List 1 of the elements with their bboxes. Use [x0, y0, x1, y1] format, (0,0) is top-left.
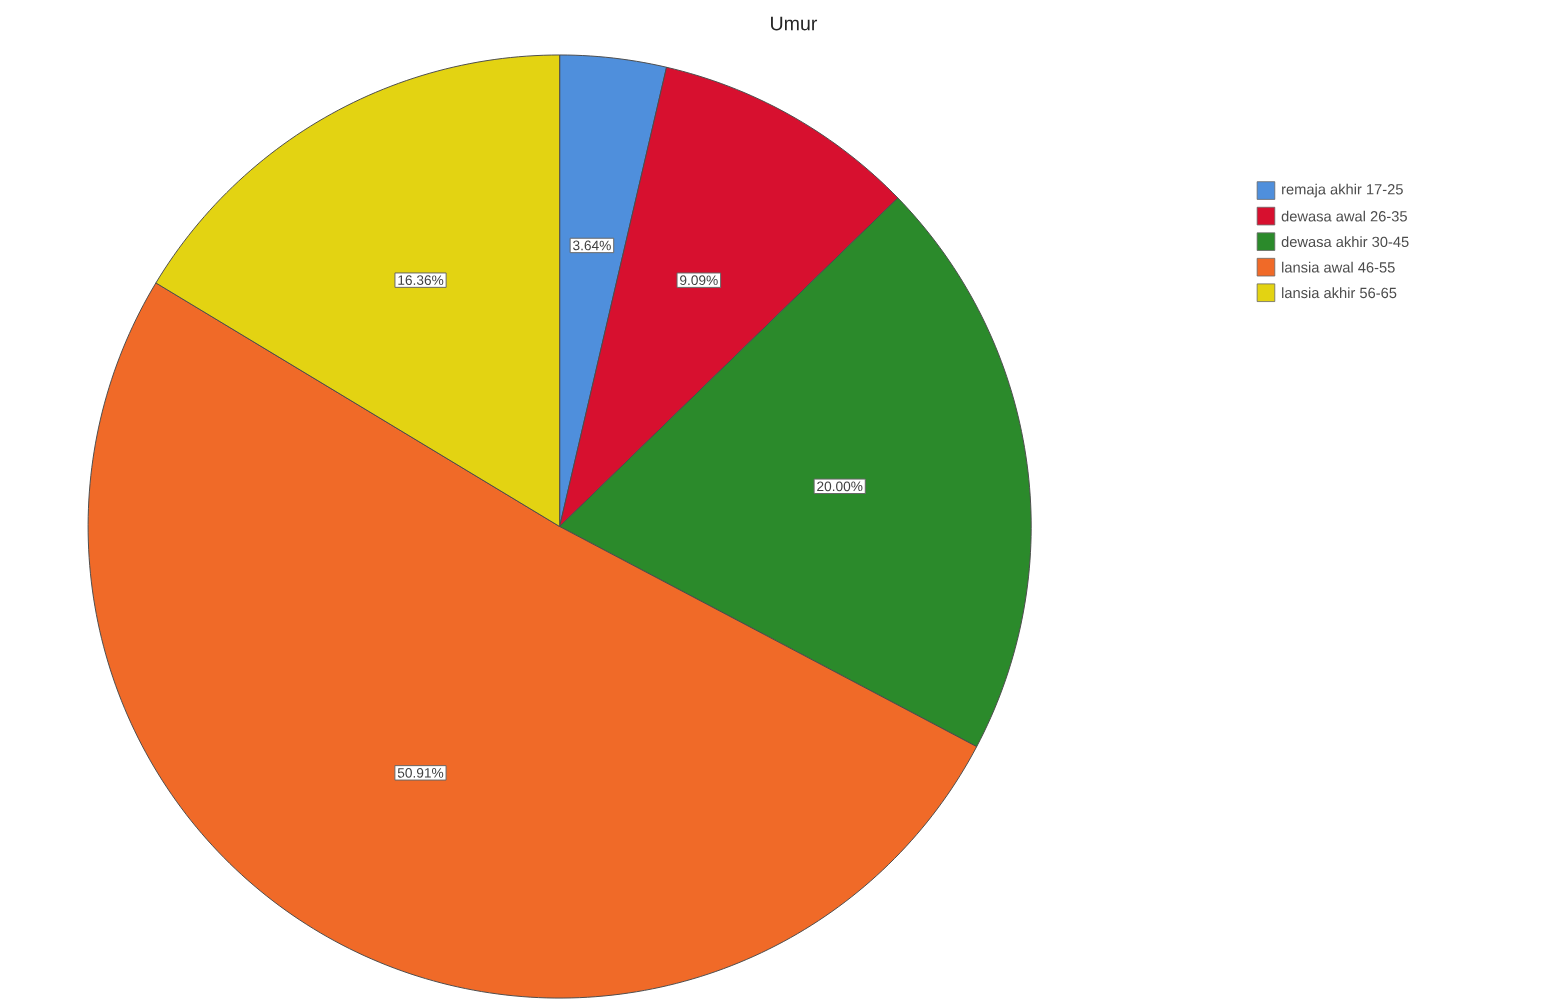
- chart-title: Umur: [771, 16, 818, 31]
